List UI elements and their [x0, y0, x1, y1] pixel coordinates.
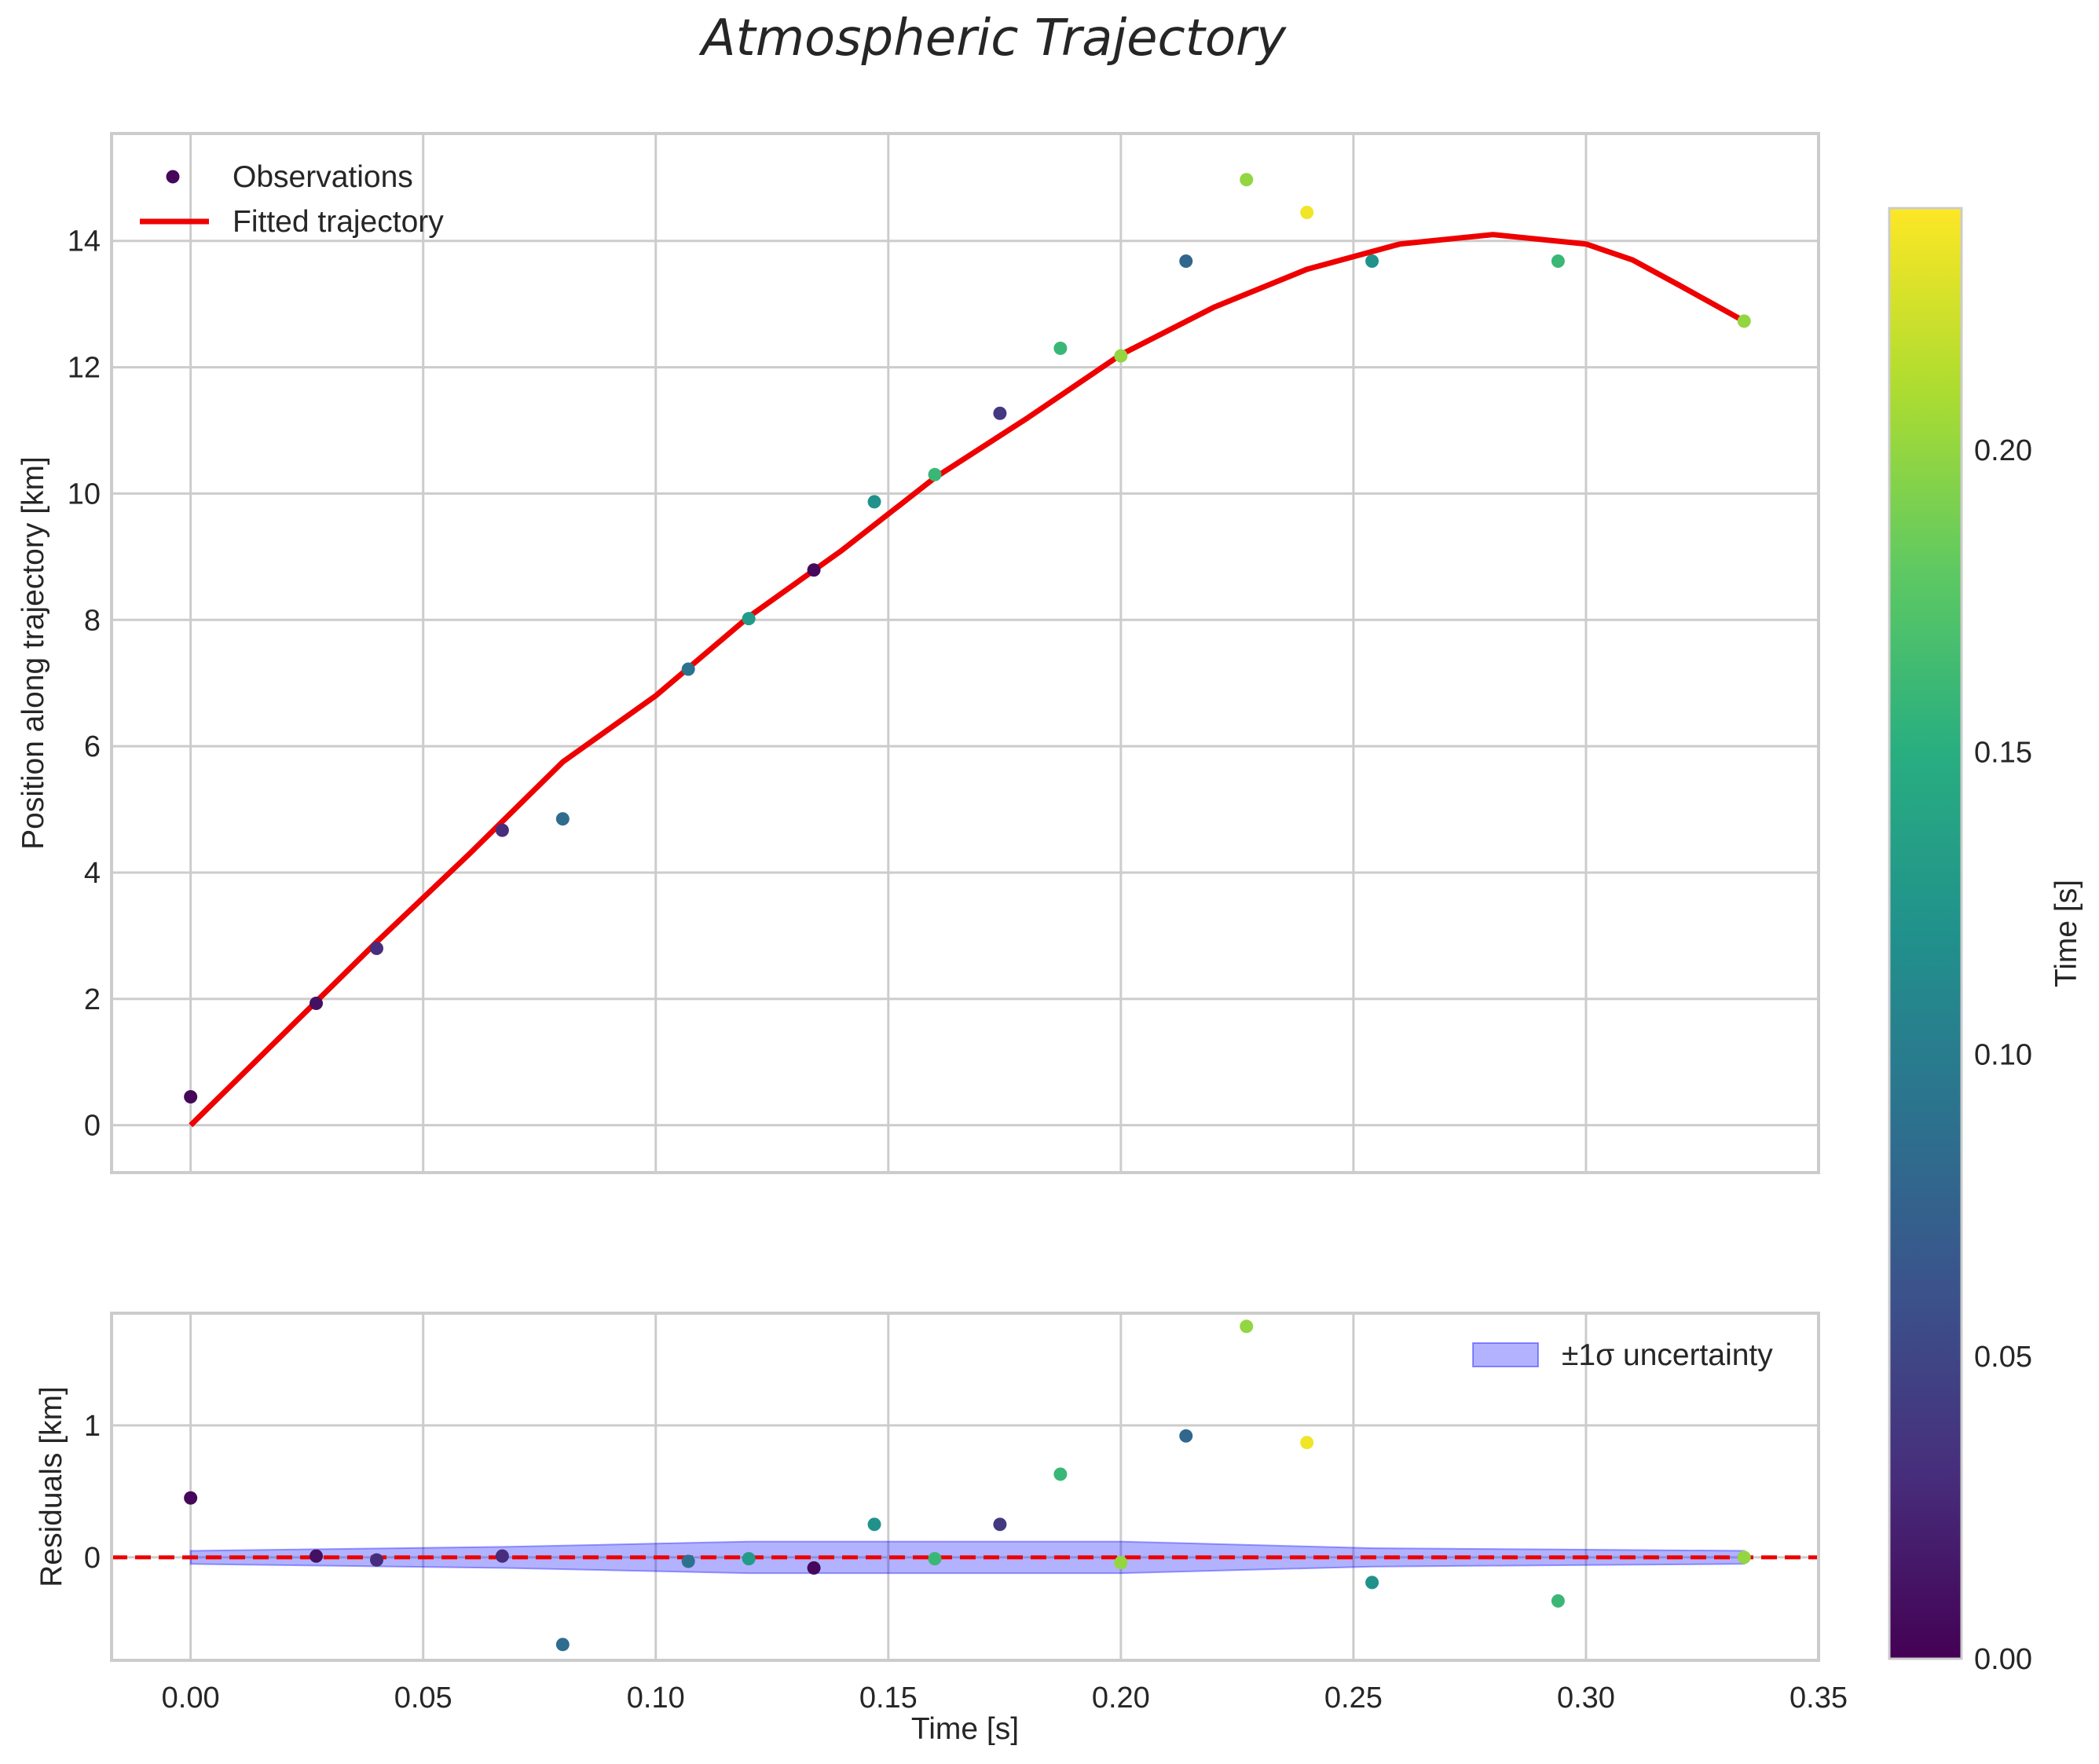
colorbar: 0.00 0.05 0.10 0.15 0.20 Time [s]	[1888, 207, 2083, 1676]
x-tick-label: 0.25	[1324, 1682, 1383, 1715]
y-axis-label: Position along trajectory [km]	[16, 456, 50, 850]
residual-point	[1114, 1556, 1128, 1570]
x-tick-label: 0.35	[1789, 1682, 1848, 1715]
colorbar-label: Time [s]	[2050, 880, 2083, 987]
residual-point	[1365, 1576, 1379, 1590]
y-axis-label: Residuals [km]	[35, 1386, 68, 1587]
fitted-trajectory-line	[189, 232, 1746, 1128]
observation-point	[555, 812, 570, 826]
legend-observations-label: Observations	[233, 160, 413, 194]
observation-point	[993, 406, 1007, 420]
observation-point	[1053, 341, 1068, 355]
chart-title: Atmospheric Trajectory	[698, 9, 1287, 68]
residual-point	[1240, 1319, 1254, 1334]
colorbar-tick-label: 0.10	[1974, 1038, 2032, 1071]
residual-point	[369, 1553, 383, 1567]
x-tick-label: 0.20	[1092, 1682, 1150, 1715]
observation-point	[1114, 349, 1128, 363]
residual-point	[928, 1552, 942, 1566]
residual-point	[310, 1549, 324, 1563]
observation-point	[184, 1089, 198, 1103]
y-tick-label: 14	[68, 225, 101, 258]
colorbar-gradient	[1889, 208, 1962, 1659]
colorbar-tick-label: 0.20	[1974, 434, 2032, 467]
legend-uncertainty-marker	[1472, 1342, 1539, 1367]
x-tick-label: 0.00	[162, 1682, 220, 1715]
observation-point	[1551, 254, 1565, 268]
y-tick-label: 10	[68, 478, 101, 511]
colorbar-tick-label: 0.15	[1974, 737, 2032, 770]
residual-point	[867, 1517, 881, 1532]
x-tick-label: 0.05	[394, 1682, 452, 1715]
y-tick-label: 8	[84, 604, 101, 637]
residual-point	[807, 1561, 821, 1575]
legend-uncertainty-label: ±1σ uncertainty	[1562, 1338, 1773, 1372]
observation-point	[867, 495, 881, 509]
residuals-panel: 0.00 0.05 0.10 0.15 0.20 0.25 0.30 0.35 0 1 Residu…	[35, 1312, 1848, 1746]
y-tick-label: 0	[84, 1542, 101, 1575]
residual-point	[495, 1549, 509, 1563]
observation-point	[1240, 173, 1254, 187]
residual-point	[1300, 1436, 1314, 1450]
residual-point	[1551, 1594, 1565, 1608]
y-tick-label: 1	[84, 1410, 101, 1443]
residual-point	[555, 1638, 570, 1652]
observation-point	[310, 996, 324, 1010]
observation-point	[928, 467, 942, 481]
residual-point	[681, 1554, 695, 1568]
y-tick-label: 12	[68, 352, 101, 385]
residual-point	[184, 1491, 198, 1505]
legend-fitted-label: Fitted trajectory	[233, 205, 444, 239]
y-tick-label: 2	[84, 983, 101, 1016]
residual-point	[1737, 1550, 1751, 1565]
plot-frame	[110, 132, 1820, 1174]
observation-point	[369, 941, 383, 955]
residual-point	[1053, 1467, 1068, 1481]
plot-frame	[110, 1312, 1820, 1662]
x-axis-label: Time [s]	[911, 1712, 1019, 1746]
y-tick-label: 4	[84, 857, 101, 890]
colorbar-tick-label: 0.05	[1974, 1341, 2032, 1374]
observation-point	[1365, 254, 1379, 268]
observation-point	[742, 612, 756, 626]
y-tick-label: 6	[84, 730, 101, 763]
colorbar-tick-label: 0.00	[1974, 1643, 2032, 1676]
colorbar-frame	[1888, 207, 1963, 1660]
residual-point	[1179, 1429, 1193, 1443]
observation-point	[1300, 206, 1314, 220]
x-tick-label: 0.30	[1557, 1682, 1615, 1715]
observation-point	[807, 563, 821, 577]
observation-point	[681, 662, 695, 676]
y-tick-label: 0	[84, 1110, 101, 1143]
observation-point	[1737, 314, 1751, 328]
residual-point	[742, 1552, 756, 1566]
trajectory-panel: 0 2 4 6 8 10 12 14 Position along trajectory [km…	[16, 132, 1820, 1174]
x-tick-label: 0.15	[859, 1682, 918, 1715]
observation-point	[495, 823, 509, 837]
residual-point	[993, 1517, 1007, 1532]
observation-point	[1179, 254, 1193, 268]
legend-observations-marker	[166, 170, 180, 184]
x-tick-label: 0.10	[627, 1682, 685, 1715]
